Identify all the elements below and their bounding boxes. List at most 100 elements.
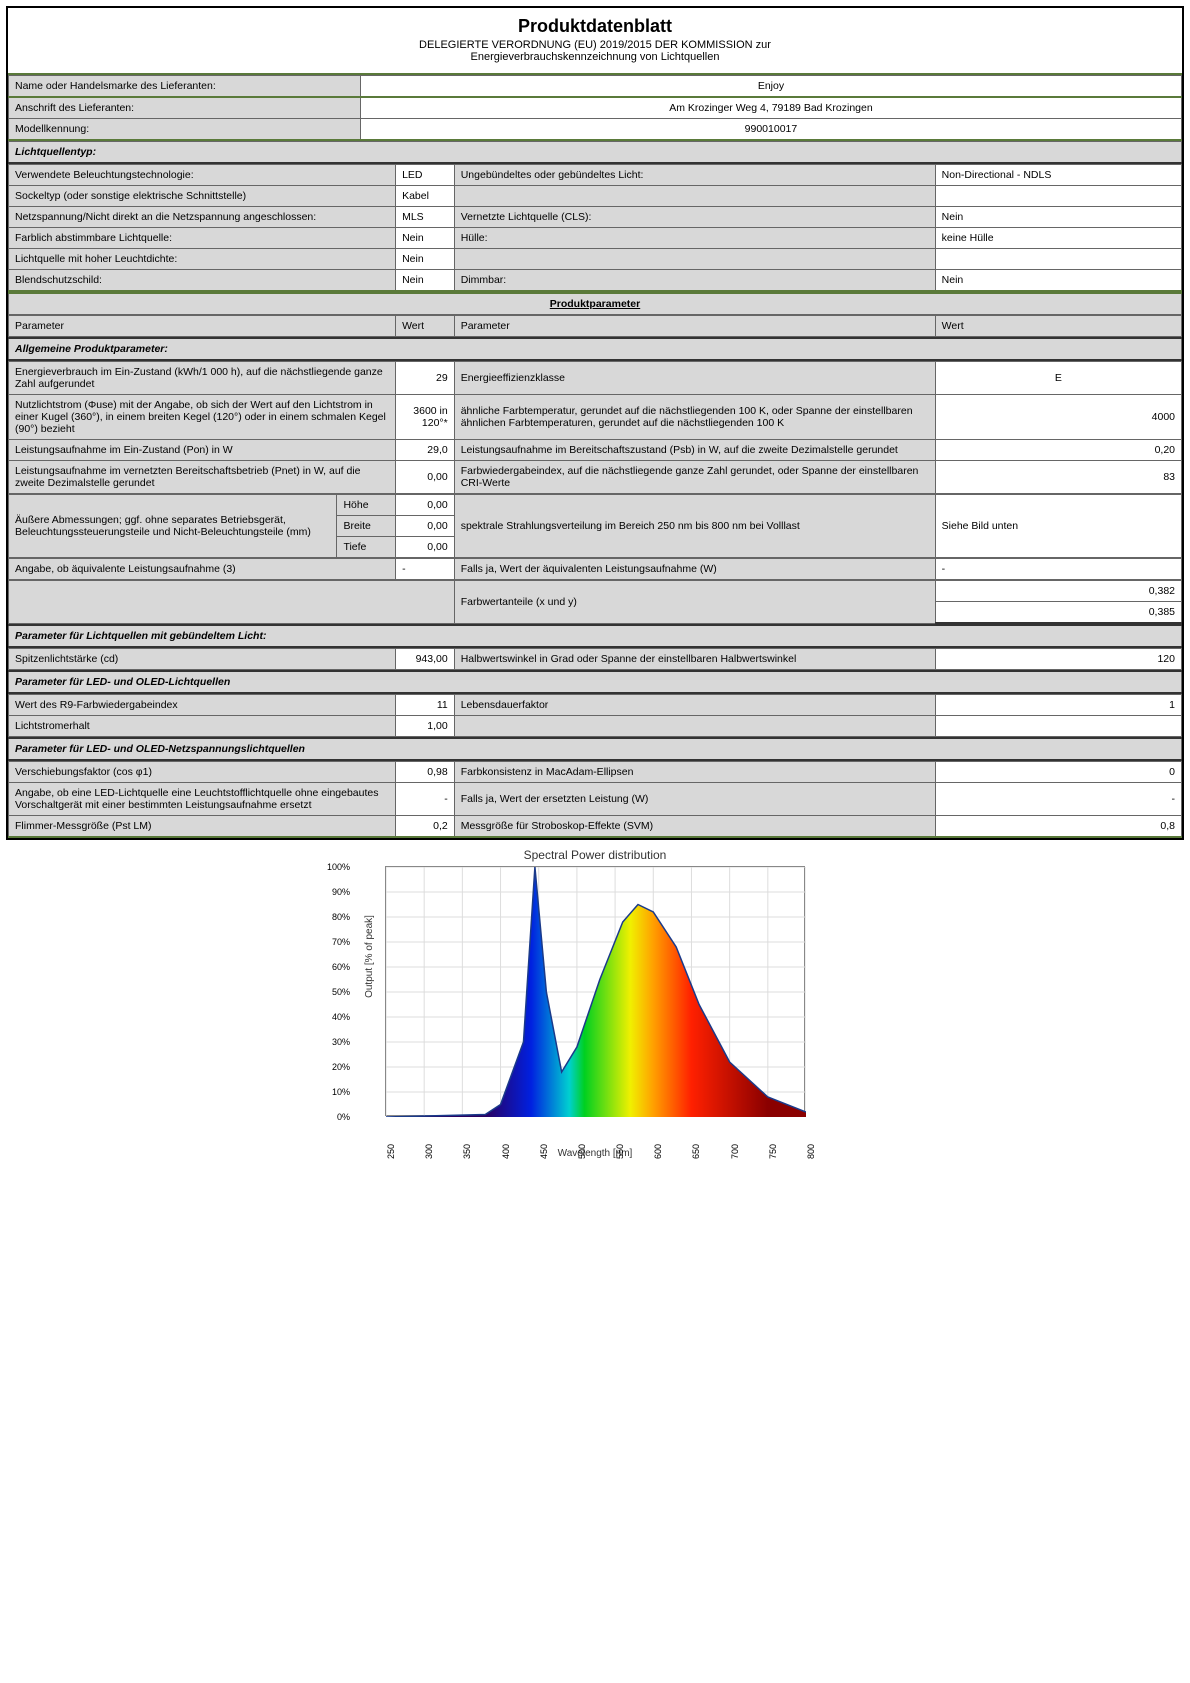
param-header-c2: Wert	[396, 316, 455, 337]
param-label: ähnliche Farbtemperatur, gerundet auf di…	[454, 395, 935, 440]
param-label: Flimmer-Messgröße (Pst LM)	[9, 816, 396, 838]
param-value: E	[935, 362, 1181, 395]
param-value: 83	[935, 461, 1181, 494]
general-section-table: Allgemeine Produktparameter:	[8, 337, 1182, 361]
param-label: Messgröße für Stroboskop-Effekte (SVM)	[454, 816, 935, 838]
param-value: 11	[396, 695, 455, 716]
param-label: Energieeffizienzklasse	[454, 362, 935, 395]
x-axis-label: Wavelength [nm]	[386, 1148, 804, 1159]
supplier-name-label: Name oder Handelsmarke des Lieferanten:	[9, 76, 361, 98]
param-value: 0	[935, 762, 1181, 783]
directed-section-label: Parameter für Lichtquellen mit gebündelt…	[9, 625, 1182, 647]
source-type-table: Lichtquellentyp:	[8, 141, 1182, 164]
depth-value: 0,00	[396, 537, 455, 558]
width-label: Breite	[337, 516, 396, 537]
cell: Nein	[396, 249, 455, 270]
model-label: Modellkennung:	[9, 119, 361, 141]
cell	[454, 186, 935, 207]
cell: keine Hülle	[935, 228, 1181, 249]
y-axis-label: Output [% of peak]	[364, 915, 375, 998]
cell: Hülle:	[454, 228, 935, 249]
height-label: Höhe	[337, 495, 396, 516]
cell: Netzspannung/Nicht direkt an die Netzspa…	[9, 207, 396, 228]
subtitle-2: Energieverbrauchskennzeichnung von Licht…	[8, 51, 1182, 63]
product-params-title: Produktparameter	[9, 293, 1182, 315]
param-label: Farbkonsistenz in MacAdam-Ellipsen	[454, 762, 935, 783]
source-type-label: Lichtquellentyp:	[9, 142, 1182, 164]
chroma-y: 0,385	[935, 602, 1181, 624]
header: Produktdatenblatt DELEGIERTE VERORDNUNG …	[8, 8, 1182, 75]
param-label: Lichtstromerhalt	[9, 716, 396, 737]
cell: Kabel	[396, 186, 455, 207]
equiv-table: Angabe, ob äquivalente Leistungsaufnahme…	[8, 558, 1182, 580]
mains-section-table: Parameter für LED- und OLED-Netzspannung…	[8, 737, 1182, 761]
supplier-address-value: Am Krozinger Weg 4, 79189 Bad Krozingen	[360, 97, 1181, 119]
param-value: 0,8	[935, 816, 1181, 838]
param-value: 120	[935, 649, 1181, 670]
param-value: 0,98	[396, 762, 455, 783]
depth-label: Tiefe	[337, 537, 396, 558]
title: Produktdatenblatt	[8, 16, 1182, 37]
model-value: 990010017	[360, 119, 1181, 141]
param-label: Falls ja, Wert der ersetzten Leistung (W…	[454, 783, 935, 816]
directed-section-table: Parameter für Lichtquellen mit gebündelt…	[8, 624, 1182, 648]
chart-svg	[386, 867, 806, 1117]
width-value: 0,00	[396, 516, 455, 537]
param-value: 1,00	[396, 716, 455, 737]
spectral-value: Siehe Bild unten	[935, 495, 1181, 558]
param-value: 0,00	[396, 461, 455, 494]
param-value: -	[935, 783, 1181, 816]
cell: Farblich abstimmbare Lichtquelle:	[9, 228, 396, 249]
mains-params-table: Verschiebungsfaktor (cos φ1)0,98Farbkons…	[8, 761, 1182, 838]
param-label: Spitzenlichtstärke (cd)	[9, 649, 396, 670]
cell: Verwendete Beleuchtungstechnologie:	[9, 165, 396, 186]
param-value: 3600 in 120°*	[396, 395, 455, 440]
cell	[935, 249, 1181, 270]
chroma-x: 0,382	[935, 581, 1181, 602]
led-section-table: Parameter für LED- und OLED-Lichtquellen	[8, 670, 1182, 694]
cell: Vernetzte Lichtquelle (CLS):	[454, 207, 935, 228]
cell: LED	[396, 165, 455, 186]
param-label: Farbwiedergabeindex, auf die nächstliege…	[454, 461, 935, 494]
spectral-chart: Output [% of peak] Wavelength [nm] 0%10%…	[385, 866, 805, 1116]
dimensions-table: Äußere Abmessungen; ggf. ohne separates …	[8, 494, 1182, 558]
param-label: Leistungsaufnahme im Ein-Zustand (Pon) i…	[9, 440, 396, 461]
chroma-blank	[9, 581, 455, 624]
cell	[935, 186, 1181, 207]
cell: Non-Directional - NDLS	[935, 165, 1181, 186]
param-label: Wert des R9-Farbwiedergabeindex	[9, 695, 396, 716]
equiv-v1: -	[396, 559, 455, 580]
equiv-l1: Angabe, ob äquivalente Leistungsaufnahme…	[9, 559, 396, 580]
cell: Ungebündeltes oder gebündeltes Licht:	[454, 165, 935, 186]
param-header-table: Parameter Wert Parameter Wert	[8, 315, 1182, 337]
param-label: Energieverbrauch im Ein-Zustand (kWh/1 0…	[9, 362, 396, 395]
cell: Nein	[935, 207, 1181, 228]
cell: Nein	[396, 270, 455, 292]
param-label: Nutzlichtstrom (Φuse) mit der Angabe, ob…	[9, 395, 396, 440]
cell: Lichtquelle mit hoher Leuchtdichte:	[9, 249, 396, 270]
param-value: 0,2	[396, 816, 455, 838]
param-label: Lebensdauerfaktor	[454, 695, 935, 716]
chroma-label: Farbwertanteile (x und y)	[454, 581, 935, 624]
height-value: 0,00	[396, 495, 455, 516]
param-header-c1: Parameter	[9, 316, 396, 337]
subtitle-1: DELEGIERTE VERORDNUNG (EU) 2019/2015 DER…	[8, 39, 1182, 51]
cell: Sockeltyp (oder sonstige elektrische Sch…	[9, 186, 396, 207]
param-value	[935, 716, 1181, 737]
mains-section-label: Parameter für LED- und OLED-Netzspannung…	[9, 738, 1182, 760]
chart-container: Spectral Power distribution Output [% of…	[355, 848, 835, 1116]
cell: Nein	[396, 228, 455, 249]
param-label: Angabe, ob eine LED-Lichtquelle eine Leu…	[9, 783, 396, 816]
equiv-v2: -	[935, 559, 1181, 580]
general-params-table: Energieverbrauch im Ein-Zustand (kWh/1 0…	[8, 361, 1182, 494]
param-label	[454, 716, 935, 737]
supplier-address-label: Anschrift des Lieferanten:	[9, 97, 361, 119]
param-value: 0,20	[935, 440, 1181, 461]
param-value: 943,00	[396, 649, 455, 670]
cell: Dimmbar:	[454, 270, 935, 292]
cell: Blendschutzschild:	[9, 270, 396, 292]
param-value: 29,0	[396, 440, 455, 461]
spectral-label: spektrale Strahlungsverteilung im Bereic…	[454, 495, 935, 558]
param-label: Halbwertswinkel in Grad oder Spanne der …	[454, 649, 935, 670]
chroma-table: Farbwertanteile (x und y) 0,382 0,385	[8, 580, 1182, 624]
